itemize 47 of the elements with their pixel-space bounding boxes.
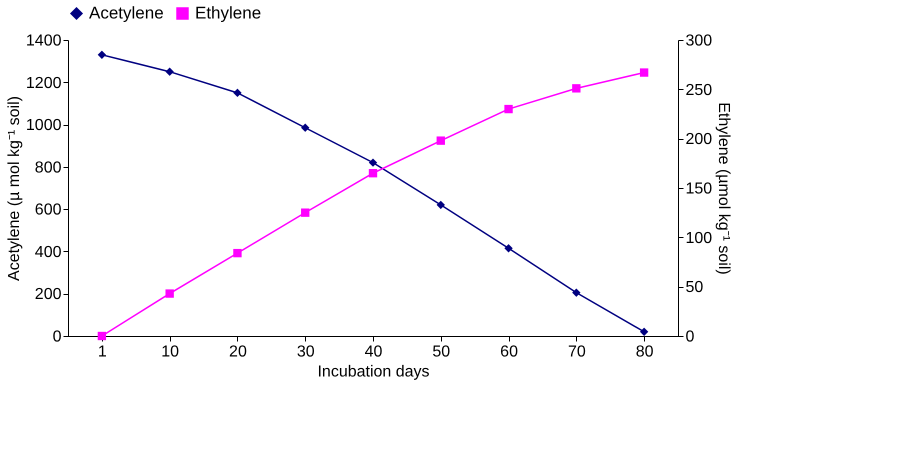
point	[436, 136, 445, 145]
point	[436, 200, 445, 210]
point	[301, 124, 310, 132]
y-axis-title: Acetylene (µ mol kg⁻¹ soil)	[6, 96, 23, 281]
y2-tick-label: 0	[686, 328, 694, 346]
point	[504, 104, 513, 114]
point	[98, 332, 106, 340]
point	[504, 244, 513, 252]
point	[572, 84, 581, 93]
y-tick-label: 600	[34, 202, 62, 219]
y2-axis-title: Ethylene (µmol kg⁻¹ soil)	[715, 102, 732, 275]
x-tick-label: 60	[500, 344, 518, 360]
y-tick-label: 800	[34, 159, 62, 176]
x-axis-title: Incubation days	[317, 364, 430, 380]
y2-tick-label: 50	[686, 279, 704, 296]
y2-tick-label: 200	[686, 131, 712, 148]
y2-tick-label: 100	[686, 230, 712, 247]
y-tick-label: 200	[34, 286, 62, 304]
y-tick-label: 400	[34, 244, 62, 261]
y-tick-label: 0	[52, 328, 62, 346]
x-tick-label: 20	[229, 344, 247, 360]
y2-tick-label: 300	[686, 32, 712, 50]
point	[368, 169, 378, 178]
point	[640, 328, 648, 336]
point	[640, 68, 648, 77]
point	[368, 158, 378, 167]
point	[98, 50, 106, 59]
point	[572, 288, 581, 297]
point	[301, 208, 310, 217]
x-tick-label: 10	[161, 344, 180, 360]
x-tick-label: 1	[98, 344, 107, 360]
point	[165, 289, 174, 298]
y-tick-label: 1200	[26, 74, 62, 92]
legend-label: Ethylene	[195, 4, 262, 23]
x-tick-label: 40	[364, 344, 382, 360]
y2-tick-label: 150	[686, 180, 712, 198]
y2-tick-label: 250	[686, 82, 712, 99]
y-tick-label: 1000	[26, 117, 62, 134]
legend-label: Acetylene	[89, 4, 164, 23]
x-tick-label: 30	[296, 344, 315, 360]
x-tick-label: 70	[568, 344, 586, 360]
y-tick-label: 1400	[26, 32, 62, 50]
x-tick-label: 80	[636, 344, 654, 360]
point	[165, 68, 174, 76]
point	[233, 248, 242, 258]
x-tick-label: 50	[432, 344, 450, 360]
point	[233, 88, 242, 98]
